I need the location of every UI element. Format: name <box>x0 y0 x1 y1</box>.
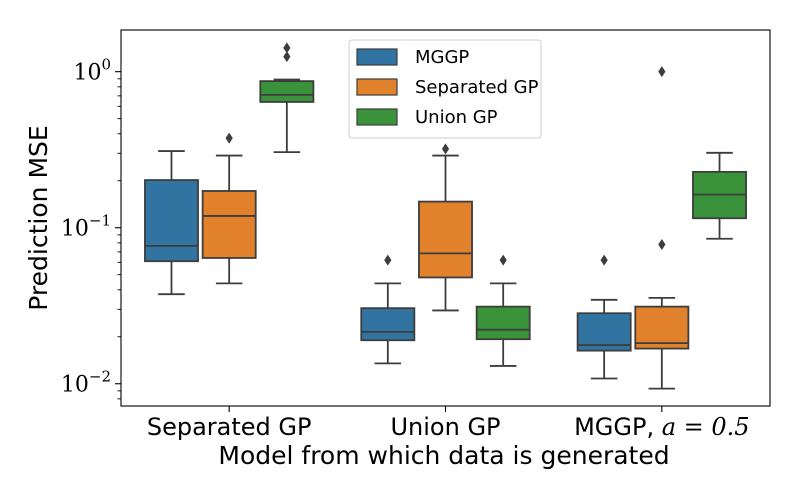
box-1-0 <box>201 132 257 285</box>
y-tick-label: 10−2 <box>61 368 111 398</box>
x-tick-label: Union GP <box>390 413 500 441</box>
flier-point <box>283 51 291 63</box>
y-axis-title: Prediction MSE <box>24 125 53 310</box>
box-2-0 <box>259 42 315 154</box>
legend-swatch <box>356 108 398 126</box>
plot-area <box>144 42 747 390</box>
y-tick-exponent: −2 <box>89 368 111 386</box>
y-tick-exponent: −1 <box>89 212 111 230</box>
y-tick-base: 10 <box>61 373 89 398</box>
y-tick-base: 10 <box>73 61 101 86</box>
flier-point <box>283 42 291 54</box>
box-2-1 <box>475 254 531 367</box>
box-0-2 <box>576 254 632 380</box>
iqr-box <box>259 80 315 103</box>
legend-label: Separated GP <box>415 77 539 98</box>
iqr-box <box>634 305 690 350</box>
y-tick-label: 10−1 <box>61 212 111 242</box>
iqr-box <box>144 179 199 263</box>
flier-point <box>600 254 608 266</box>
x-axis-title: Model from which data is generated <box>218 441 669 470</box>
y-tick-label: 100 <box>73 56 111 86</box>
legend: MGGP Separated GP Union GP <box>348 39 542 139</box>
iqr-box <box>360 307 416 342</box>
legend-swatch <box>356 78 398 96</box>
flier-point <box>384 254 392 266</box>
box-1-2 <box>634 66 690 390</box>
box-2-2 <box>692 151 747 240</box>
flier-point <box>225 132 233 144</box>
box-1-1 <box>418 143 473 312</box>
y-tick-exponent: 0 <box>101 56 111 74</box>
x-tick-label-math: a = 0.5 <box>662 413 750 441</box>
x-tick-label: Separated GP <box>147 413 312 441</box>
legend-label: MGGP <box>415 47 469 68</box>
flier-point <box>441 143 450 155</box>
flier-point <box>658 66 666 78</box>
iqr-box <box>475 305 531 341</box>
x-tick-label-text: MGGP, <box>574 413 662 441</box>
flier-point <box>658 239 666 251</box>
x-tick-label: MGGP, a = 0.5 <box>574 413 749 441</box>
box-0-1 <box>360 254 416 365</box>
legend-label: Union GP <box>415 107 498 128</box>
y-minor-ticks <box>117 78 121 400</box>
iqr-box <box>418 200 473 279</box>
box-0-0 <box>144 150 199 296</box>
iqr-box <box>201 190 257 259</box>
y-tick-base: 10 <box>61 217 89 242</box>
flier-point <box>499 254 507 266</box>
legend-swatch <box>356 48 398 66</box>
